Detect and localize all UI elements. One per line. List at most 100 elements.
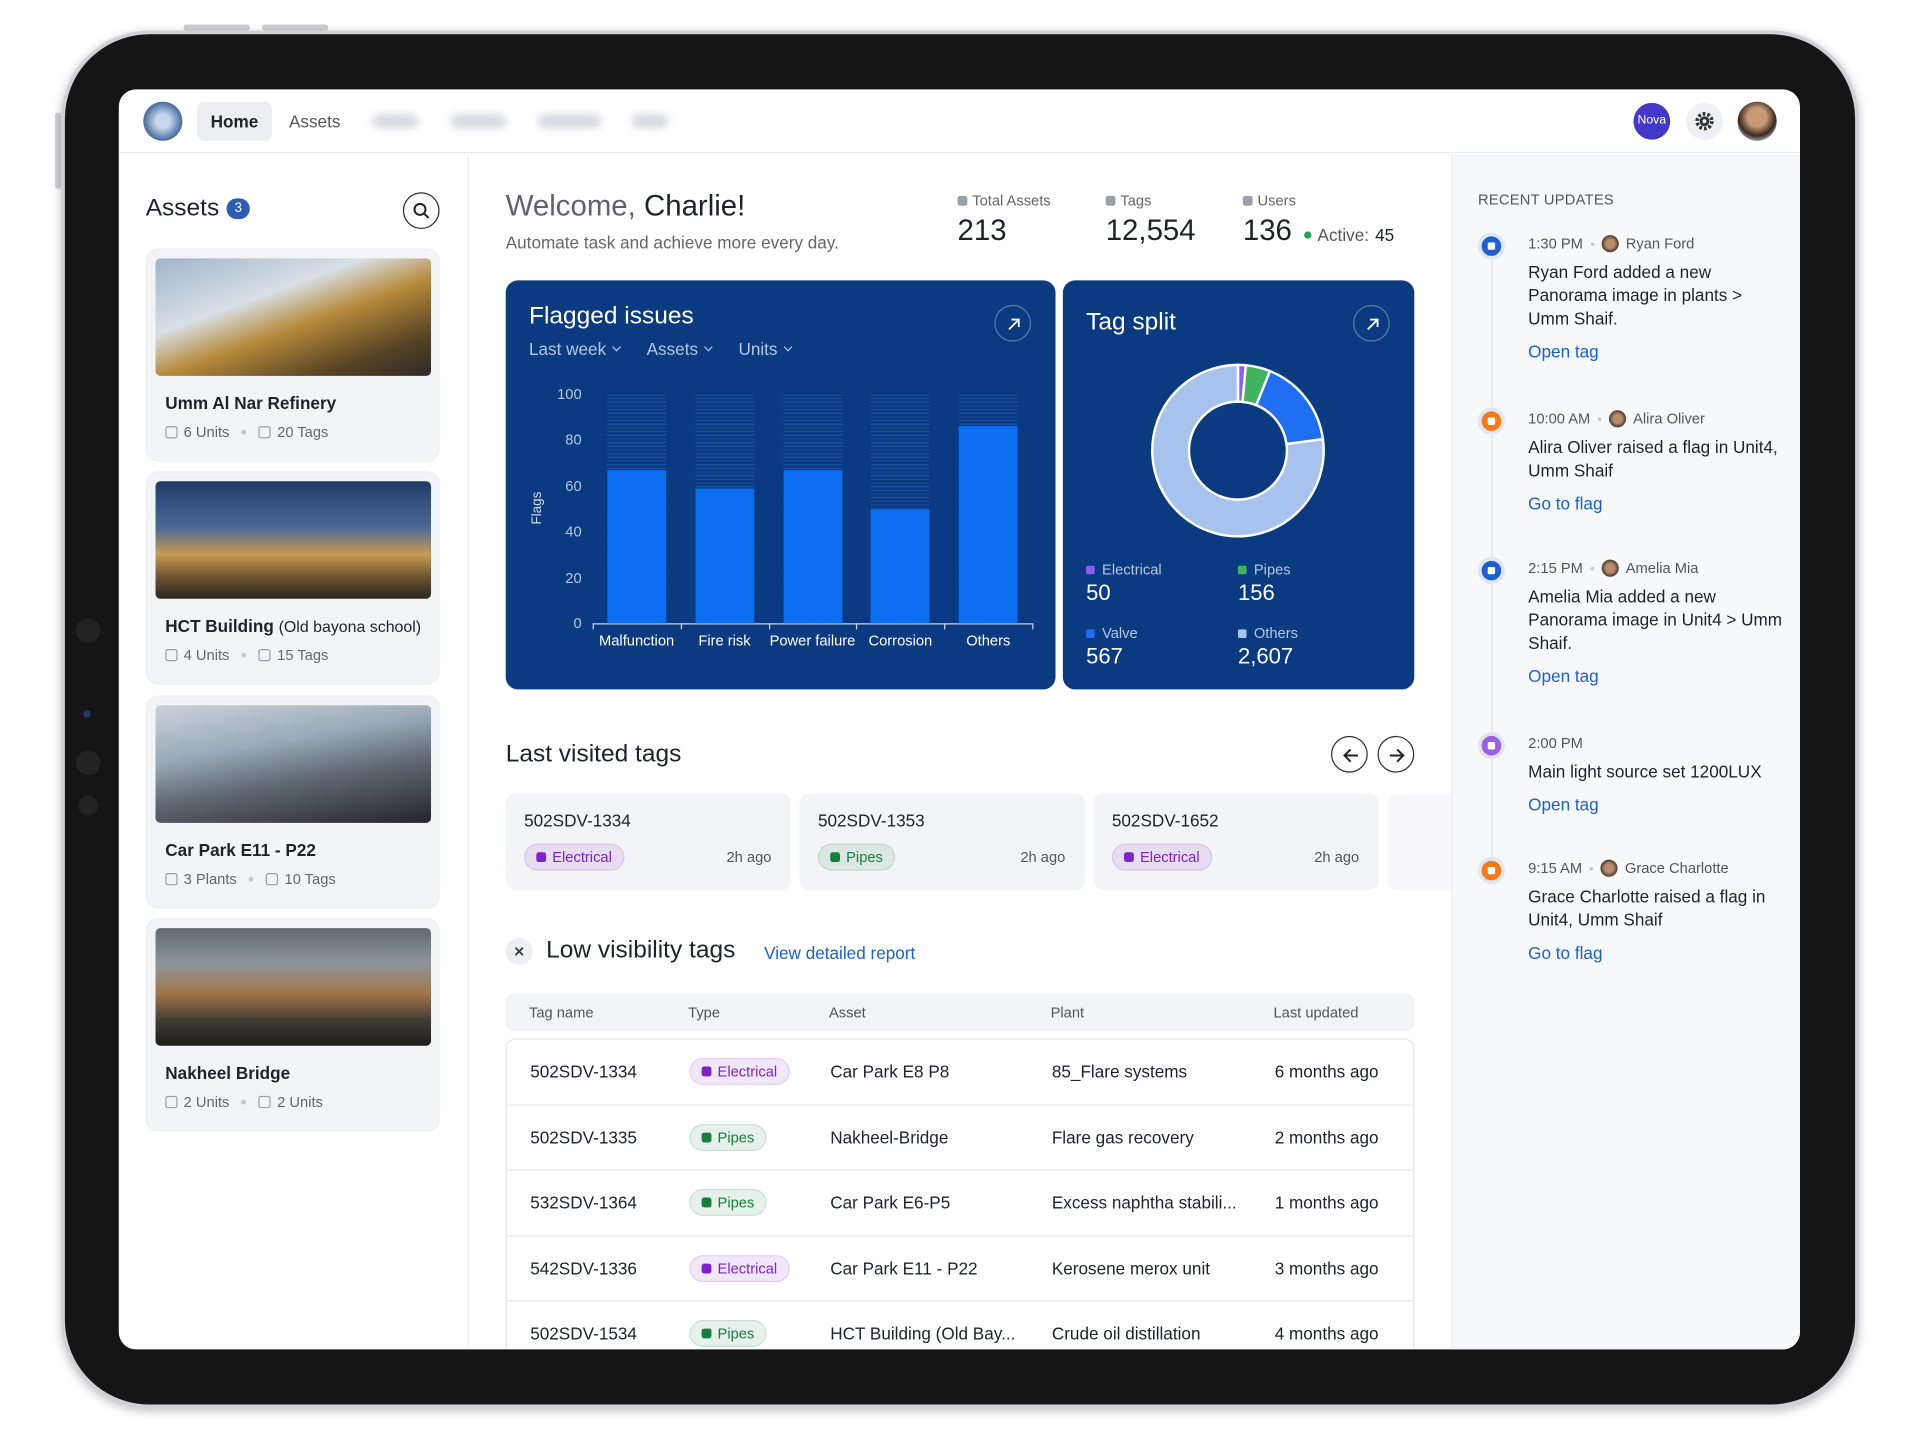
update-text: Grace Charlotte raised a flag in Unit4, … (1528, 886, 1766, 930)
tag-card[interactable]: 502SDV-1334 Electrical 2h ago (505, 793, 792, 891)
search-button[interactable] (402, 192, 440, 229)
bar (783, 469, 842, 624)
asset-image (155, 928, 432, 1046)
filter-text: Last week (528, 339, 607, 359)
update-meta: 9:15 AM Grace Charlotte (1528, 858, 1785, 878)
expand-button[interactable] (1353, 304, 1390, 342)
blurred-nav-item[interactable] (372, 113, 419, 129)
table-row[interactable]: 502SDV-1334 Electrical Car Park E8 P8 85_Fl… (506, 1040, 1414, 1106)
report-link[interactable]: View detailed report (764, 942, 916, 963)
x-tick-label: Malfunction (599, 631, 675, 649)
asset-stats: 2 Units 2 Units (165, 1093, 323, 1111)
legend-value: 2,607 (1237, 644, 1294, 669)
update-action[interactable]: Open tag (1528, 794, 1599, 815)
asset-card[interactable]: Nakheel Bridge 2 Units 2 Units (145, 918, 440, 1132)
prev-button[interactable] (1331, 735, 1368, 773)
assets-count: 3 (226, 198, 250, 220)
chip-icon (701, 1197, 712, 1208)
type-chip: Pipes (817, 843, 896, 871)
asset-stat: 3 Plants (183, 870, 237, 888)
donut-segment (1254, 369, 1325, 446)
update-action[interactable]: Go to flag (1528, 493, 1603, 514)
blurred-nav-item[interactable] (537, 113, 602, 129)
table-row[interactable]: 532SDV-1364 Pipes Car Park E6-P5 Excess nap… (506, 1171, 1414, 1237)
nav-item[interactable]: Home (197, 101, 272, 141)
collapse-button[interactable] (505, 937, 533, 965)
asset-stats: 6 Units 20 Tags (165, 424, 328, 441)
asset-card[interactable]: Umm Al Nar Refinery 6 Units 20 Tags (145, 248, 440, 462)
update-text: Main light source set 1200LUX (1528, 761, 1762, 782)
update-time: 10:00 AM (1528, 410, 1591, 428)
asset-card[interactable]: HCT Building (Old bayona school) 4 Units 1… (145, 471, 440, 685)
update-user: Alira Oliver (1633, 410, 1705, 428)
meta-dot (1597, 416, 1602, 421)
blurred-nav-item[interactable] (450, 113, 507, 129)
chip-text: Pipes (717, 1325, 755, 1343)
logo[interactable] (143, 101, 183, 141)
chip-text: Pipes (846, 848, 883, 866)
update-text: Amelia Mia added a new Panorama image in… (1528, 586, 1783, 653)
device-button (262, 24, 329, 31)
bar (958, 426, 1018, 624)
update-action[interactable]: Open tag (1528, 666, 1599, 686)
filter[interactable]: Last week (528, 339, 621, 359)
table-cell: 6 months ago (1274, 1061, 1379, 1082)
welcome: Welcome, Charlie! (506, 190, 746, 224)
table-cell: 502SDV-1334 (530, 1061, 637, 1082)
expand-button[interactable] (994, 304, 1032, 342)
tag-card[interactable]: 502SDV-1353 Pipes 2h ago (799, 793, 1085, 891)
table-cell: 85_Flare systems (1051, 1061, 1188, 1082)
icon-part (1702, 119, 1707, 124)
update-icon (1477, 857, 1505, 885)
filter[interactable]: Assets (647, 339, 713, 359)
stat-icon (165, 426, 178, 439)
legend-label: Electrical (1102, 560, 1162, 578)
sidebar-border (467, 154, 469, 1350)
asset-name-row: HCT Building (Old bayona school) (165, 616, 421, 636)
table-row[interactable]: 502SDV-1335 Pipes Nakheel-Bridge Flare gas … (506, 1105, 1414, 1171)
meta-dot (1589, 866, 1594, 870)
close-icon (514, 947, 524, 956)
nav-item[interactable]: Assets (288, 111, 341, 132)
camera (75, 750, 101, 776)
stat-icon (1105, 195, 1116, 206)
update-action[interactable]: Open tag (1528, 341, 1599, 362)
filter[interactable]: Units (738, 339, 793, 359)
blurred-nav-item[interactable] (631, 113, 669, 129)
update-icon-glyph (1487, 242, 1496, 250)
x-axis (592, 623, 1033, 625)
update-action[interactable]: Go to flag (1528, 942, 1603, 963)
legend-label-row: Others (1237, 624, 1298, 642)
asset-card[interactable]: Car Park E11 - P22 3 Plants 10 Tags (145, 695, 440, 909)
chip-icon (701, 1263, 712, 1274)
tag-split-card: Tag split Electrical 50 Pipes 156 Valve 567 Oth… (1062, 280, 1415, 690)
separator-dot (249, 876, 254, 882)
chip-icon (701, 1132, 712, 1142)
meta-dot (1590, 566, 1594, 570)
y-tick-label: 40 (565, 523, 582, 541)
update-item: 10:00 AM Alira Oliver Alira Oliver raised … (1528, 409, 1785, 513)
next-button[interactable] (1377, 735, 1415, 773)
asset-name-row: Nakheel Bridge (165, 1063, 290, 1083)
chip-icon (536, 852, 547, 863)
avatar-nova[interactable]: Nova (1633, 102, 1671, 140)
table-row[interactable]: 542SDV-1336 Electrical Car Park E11 - P22 K… (506, 1236, 1414, 1303)
update-icon (1477, 557, 1505, 585)
settings-button[interactable] (1686, 102, 1723, 140)
update-icon-glyph (1487, 742, 1496, 750)
legend-label-row: Pipes (1237, 561, 1291, 578)
y-tick-label: 100 (557, 385, 582, 403)
section-title: Low visibility tags (546, 936, 736, 964)
bar (607, 469, 666, 624)
table-row[interactable]: 502SDV-1534 Pipes HCT Building (Old Bay...… (507, 1302, 1413, 1349)
user-avatar-small (1600, 859, 1618, 877)
donut-chart (1151, 363, 1325, 538)
expand-icon (1367, 318, 1379, 331)
tag-card[interactable]: 502SDV-1652 Electrical 2h ago (1093, 793, 1379, 891)
user-avatar[interactable] (1737, 101, 1777, 141)
icon-part (1695, 112, 1714, 131)
update-meta: 1:30 PM Ryan Ford (1528, 234, 1785, 254)
chevron (612, 342, 621, 352)
x-axis-tick (944, 623, 946, 630)
asset-name-row: Umm Al Nar Refinery (165, 393, 336, 413)
